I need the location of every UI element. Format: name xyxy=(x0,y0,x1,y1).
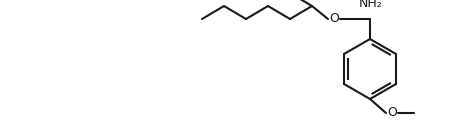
Text: O: O xyxy=(387,106,397,119)
Text: O: O xyxy=(329,12,339,25)
Text: NH₂: NH₂ xyxy=(359,0,383,10)
